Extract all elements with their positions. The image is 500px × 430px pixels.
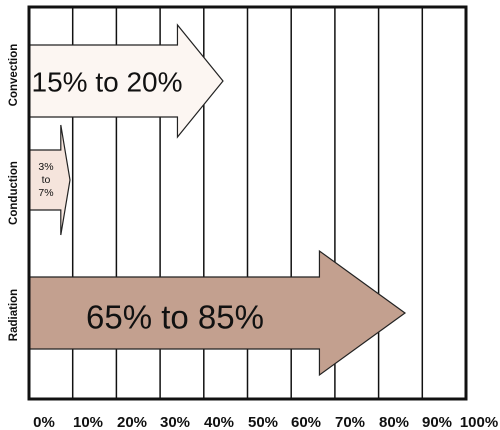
x-tick-label: 90% bbox=[422, 414, 452, 430]
x-tick-label: 40% bbox=[204, 414, 234, 430]
x-tick-label: 30% bbox=[160, 414, 190, 430]
x-tick-label: 50% bbox=[248, 414, 278, 430]
category-label: Convection bbox=[8, 44, 20, 107]
arrow-label: 65% to 85% bbox=[86, 299, 264, 336]
x-tick-label: 80% bbox=[379, 414, 409, 430]
x-tick-label: 0% bbox=[33, 414, 55, 430]
x-tick-label: 70% bbox=[335, 414, 365, 430]
arrow-convection bbox=[28, 23, 224, 139]
arrow-radiation bbox=[28, 249, 407, 377]
plot-frame bbox=[27, 5, 468, 401]
arrows: 15% to 20% 3% to 7% 65% to 85% bbox=[28, 23, 407, 377]
arrow-label: 3% to 7% bbox=[38, 161, 53, 199]
category-label: Conduction bbox=[8, 161, 20, 225]
category-labels: Convection Conduction Radiation bbox=[8, 44, 20, 342]
x-tick-label: 60% bbox=[291, 414, 321, 430]
arrow-label: 15% to 20% bbox=[32, 66, 183, 97]
x-tick-label: 20% bbox=[117, 414, 147, 430]
arrow-conduction bbox=[28, 124, 71, 236]
category-label: Radiation bbox=[8, 289, 20, 341]
x-tick-label: 100% bbox=[460, 414, 498, 430]
x-tick-labels: 0% 10% 20% 30% 40% 50% 60% 70% 80% 90% 100% bbox=[33, 414, 498, 430]
x-tick-label: 10% bbox=[73, 414, 103, 430]
